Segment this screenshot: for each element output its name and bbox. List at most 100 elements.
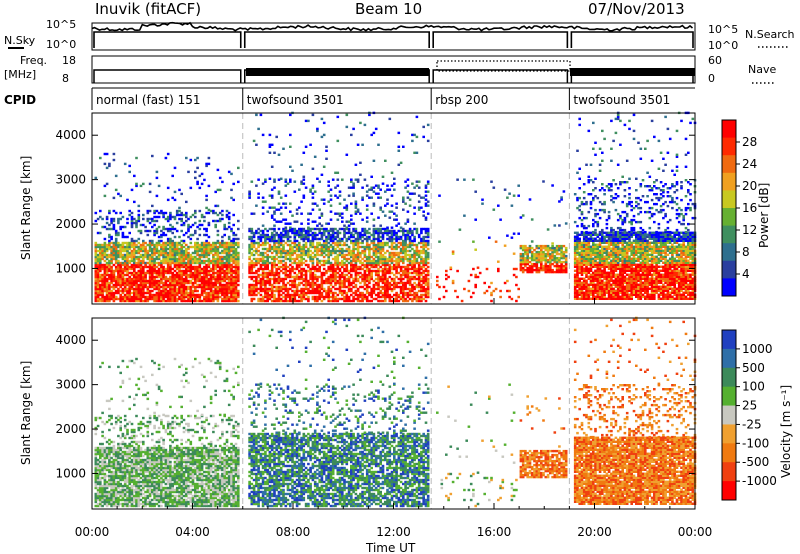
heatmap-cell: [499, 218, 502, 221]
heatmap-cell: [162, 287, 165, 291]
heatmap-cell: [261, 133, 265, 137]
heatmap-cell: [316, 127, 319, 131]
heatmap-cell: [363, 259, 367, 263]
heatmap-cell: [153, 219, 156, 223]
heatmap-cell: [275, 257, 278, 261]
heatmap-cell: [537, 266, 541, 270]
heatmap-cell: [128, 259, 131, 263]
heatmap-cell: [214, 265, 217, 269]
heatmap-cell: [261, 182, 265, 185]
heatmap-cell: [451, 279, 455, 283]
heatmap-cell: [345, 243, 349, 247]
heatmap-cell: [105, 267, 109, 271]
heatmap-cell: [214, 249, 217, 253]
heatmap-cell: [334, 227, 337, 231]
heatmap-cell: [205, 229, 208, 233]
heatmap-cell: [178, 289, 181, 293]
heatmap-cell: [153, 259, 156, 263]
heatmap-cell: [101, 295, 104, 299]
heatmap-cell: [187, 273, 190, 277]
heatmap-cell: [108, 227, 111, 231]
heatmap-cell: [96, 279, 100, 283]
heatmap-cell: [322, 267, 326, 271]
heatmap-cell: [112, 251, 116, 255]
heatmap-cell: [454, 289, 457, 293]
heatmap-cell: [390, 229, 394, 233]
heatmap-cell: [350, 178, 353, 181]
heatmap-cell: [325, 157, 328, 160]
heatmap-cell: [139, 291, 143, 295]
heatmap-cell: [207, 223, 211, 227]
heatmap-cell: [139, 259, 143, 263]
heatmap-cell: [123, 293, 127, 297]
heatmap-cell: [153, 279, 156, 283]
heatmap-cell: [180, 261, 183, 265]
heatmap-cell: [408, 267, 412, 271]
heatmap-cell: [169, 239, 172, 243]
heatmap-cell: [320, 271, 324, 275]
heatmap-cell: [99, 273, 102, 277]
heatmap-cell: [142, 285, 145, 289]
heatmap-cell: [252, 261, 256, 265]
heatmap-cell: [117, 289, 120, 293]
heatmap-cell: [164, 277, 168, 281]
heatmap-cell: [277, 153, 281, 156]
heatmap-cell: [426, 123, 430, 127]
heatmap-cell: [214, 243, 217, 247]
heatmap-cell: [291, 214, 294, 217]
heatmap-cell: [214, 271, 217, 275]
heatmap-cell: [194, 245, 197, 249]
heatmap-cell: [200, 213, 204, 217]
heatmap-cell: [275, 267, 278, 271]
heatmap-cell: [96, 277, 100, 281]
heatmap-cell: [99, 293, 102, 297]
heatmap-cell: [148, 263, 152, 267]
heatmap-cell: [114, 237, 118, 241]
heatmap-cell: [345, 273, 349, 277]
heatmap-cell: [164, 259, 168, 263]
heatmap-cell: [212, 285, 215, 289]
heatmap-cell: [148, 285, 152, 289]
heatmap-cell: [160, 259, 163, 263]
heatmap-cell: [510, 204, 514, 207]
heatmap-cell: [420, 283, 423, 287]
heatmap-cell: [194, 269, 197, 273]
heatmap-cell: [128, 253, 131, 257]
heatmap-cell: [356, 231, 360, 235]
heatmap-cell: [221, 279, 224, 283]
heatmap-cell: [374, 277, 378, 281]
heatmap-cell: [218, 283, 222, 287]
heatmap-cell: [422, 275, 425, 279]
heatmap-cell: [286, 249, 290, 253]
heatmap-cell: [148, 259, 152, 263]
heatmap-cell: [363, 293, 367, 297]
heatmap-cell: [173, 269, 177, 273]
heatmap-cell: [209, 275, 213, 279]
heatmap-cell: [164, 293, 168, 297]
heatmap-cell: [309, 289, 312, 293]
heatmap-cell: [564, 246, 568, 250]
heatmap-cell: [289, 202, 292, 205]
heatmap-cell: [214, 261, 217, 265]
heatmap-cell: [103, 245, 107, 249]
heatmap-cell: [191, 245, 195, 249]
heatmap-cell: [139, 295, 143, 299]
heatmap-cell: [196, 247, 199, 251]
heatmap-cell: [99, 277, 102, 281]
heatmap-cell: [139, 243, 143, 247]
heatmap-cell: [101, 287, 104, 291]
heatmap-cell: [157, 273, 161, 277]
heatmap-cell: [576, 224, 579, 228]
heatmap-cell: [157, 211, 161, 215]
heatmap-cell: [171, 273, 174, 277]
heatmap-cell: [476, 266, 480, 269]
heatmap-cell: [162, 293, 165, 297]
heatmap-cell: [157, 295, 161, 299]
heatmap-cell: [105, 243, 109, 247]
heatmap-cell: [200, 299, 204, 303]
heatmap-cell: [426, 139, 430, 143]
heatmap-cell: [214, 241, 217, 245]
heatmap-cell: [119, 283, 122, 287]
heatmap-cell: [114, 249, 118, 253]
heatmap-cell: [209, 245, 213, 249]
